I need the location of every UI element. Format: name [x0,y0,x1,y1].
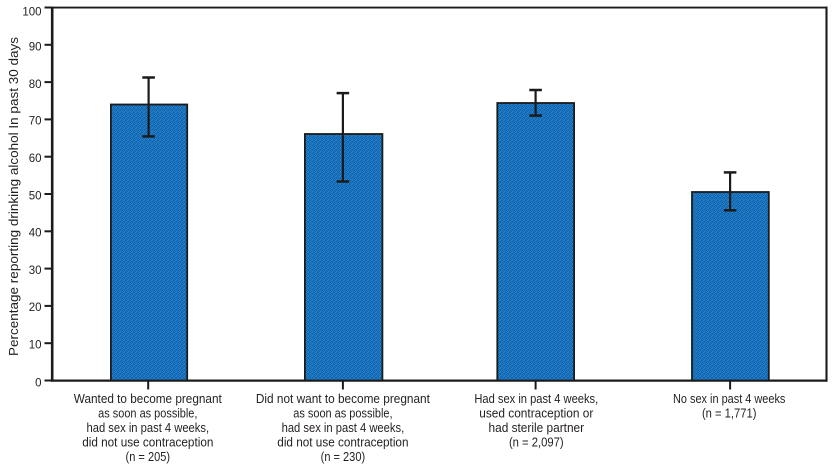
svg-text:50: 50 [29,190,42,202]
svg-text:90: 90 [29,41,42,53]
svg-text:as soon as possible,: as soon as possible, [98,405,197,420]
svg-text:100: 100 [22,6,41,18]
svg-text:Wanted to become pregnant: Wanted to become pregnant [74,391,222,406]
svg-text:as soon as possible,: as soon as possible, [293,405,392,420]
svg-text:No sex in past 4 weeks: No sex in past 4 weeks [673,391,786,406]
svg-text:20: 20 [29,302,42,314]
svg-text:did not use contraception: did not use contraception [277,435,408,450]
svg-text:(n = 1,771): (n = 1,771) [702,405,757,420]
svg-text:(n = 205): (n = 205) [126,449,171,464]
svg-text:Did not want to become pregnan: Did not want to become pregnant [256,391,430,406]
svg-text:did not use contraception: did not use contraception [82,435,213,450]
svg-text:had sex in past 4 weeks,: had sex in past 4 weeks, [282,420,405,435]
svg-text:used contraception or: used contraception or [479,405,594,420]
svg-text:(n = 230): (n = 230) [321,449,366,464]
svg-text:had sterile partner: had sterile partner [489,420,585,435]
svg-text:10: 10 [29,339,42,351]
svg-text:40: 40 [29,228,42,240]
svg-text:had sex in past 4 weeks,: had sex in past 4 weeks, [87,420,210,435]
svg-text:(n = 2,097): (n = 2,097) [509,435,564,450]
svg-text:0: 0 [35,377,41,389]
svg-text:70: 70 [29,116,42,128]
svg-text:60: 60 [29,153,42,165]
svg-text:80: 80 [29,79,42,91]
svg-text:30: 30 [29,265,42,277]
svg-text:Percentage reporting drinking: Percentage reporting drinking alcohol In… [6,36,21,356]
svg-text:Had sex in past 4 weeks,: Had sex in past 4 weeks, [474,391,598,406]
